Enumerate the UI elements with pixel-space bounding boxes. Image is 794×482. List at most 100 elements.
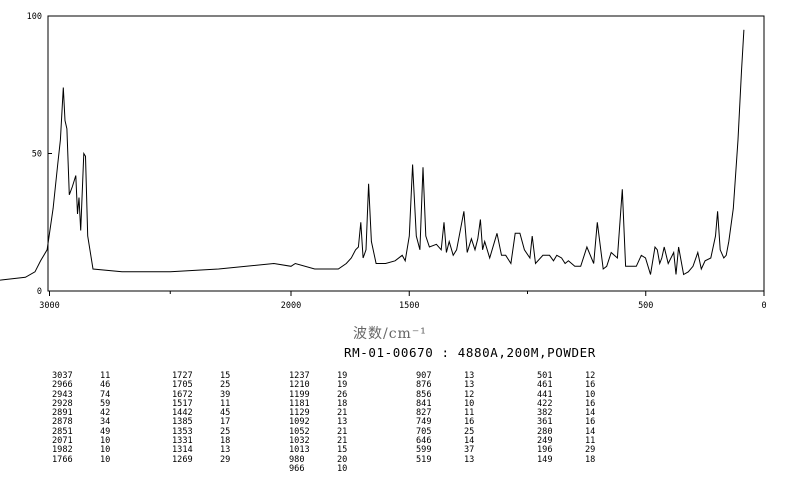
peak-row: 149 18: [537, 454, 596, 465]
peak-row: 1052 21: [289, 427, 347, 437]
peak-wavenumber: 1269: [172, 454, 193, 465]
peak-table-column: 907 13 876 13 856 12 841 10 827 11 749 16 705 25 646 14…: [416, 371, 475, 465]
peak-table-column: 1727 15 1705 25 1672 39 1517 11 1442 45 1385 17 1353…: [172, 371, 231, 465]
peak-wavenumber: 441: [537, 389, 553, 400]
peak-intensity: 10: [100, 454, 111, 465]
peak-wavenumber: 907: [416, 371, 432, 381]
peak-wavenumber: 646: [416, 436, 432, 447]
peak-intensity: 10: [337, 463, 348, 474]
peak-row: 361 16: [537, 418, 595, 428]
peak-row: 1181 18: [289, 399, 347, 409]
peak-row: 1442 45: [172, 408, 231, 419]
peak-intensity: 14: [585, 408, 596, 419]
peak-intensity: 21: [337, 408, 348, 419]
peak-row: 2966 46: [52, 380, 111, 391]
peak-wavenumber: 501: [537, 371, 553, 381]
peak-row: 1727 15: [172, 371, 230, 381]
peak-intensity: 13: [337, 417, 348, 428]
peak-row: 2928 59: [52, 398, 111, 409]
peak-wavenumber: 1331: [172, 436, 193, 447]
peak-row: 646 14: [416, 436, 475, 447]
peak-intensity: 17: [220, 417, 231, 428]
peak-wavenumber: 382: [537, 408, 553, 419]
peak-row: 827 11: [416, 408, 475, 419]
peak-wavenumber: 1766: [52, 454, 73, 465]
peak-row: 856 12: [416, 390, 474, 400]
peak-wavenumber: 149: [537, 454, 553, 465]
spectrum-line: [0, 29, 745, 281]
peak-row: 2878 34: [52, 417, 110, 428]
peak-intensity: 74: [100, 389, 111, 400]
peak-intensity: 12: [585, 371, 596, 381]
peak-row: 2891 42: [52, 408, 110, 419]
peak-wavenumber: 1982: [52, 445, 73, 456]
peak-intensity: 13: [464, 454, 475, 465]
peak-intensity: 19: [337, 380, 348, 391]
peak-row: 1032 21: [289, 436, 348, 447]
peak-wavenumber: 3037: [52, 371, 73, 381]
peak-row: 2071 10: [52, 436, 110, 447]
peak-wavenumber: 827: [416, 408, 432, 419]
peak-intensity: 14: [464, 436, 475, 447]
peak-wavenumber: 422: [537, 398, 553, 409]
peak-intensity: 10: [100, 445, 111, 456]
plot-frame: [47, 15, 765, 292]
peak-row: 1331 18: [172, 436, 231, 447]
peak-row: 1013 15: [289, 446, 347, 456]
peak-intensity: 16: [585, 380, 596, 391]
peak-row: 1129 21: [289, 408, 348, 419]
peak-wavenumber: 461: [537, 380, 553, 391]
peak-wavenumber: 2071: [52, 436, 73, 447]
peak-row: 1210 19: [289, 380, 348, 391]
peak-intensity: 14: [585, 426, 596, 437]
peak-row: 1199 26: [289, 390, 347, 400]
peak-intensity: 39: [220, 389, 231, 400]
peak-wavenumber: 1727: [172, 371, 193, 381]
peak-intensity: 45: [220, 408, 231, 419]
x-tick-label: 500: [638, 301, 653, 311]
peak-wavenumber: 249: [537, 436, 553, 447]
peak-intensity: 59: [100, 398, 111, 409]
peak-wavenumber: 966: [289, 463, 305, 474]
peak-wavenumber: 1353: [172, 426, 193, 437]
peak-row: 3037 11: [52, 371, 110, 381]
peak-wavenumber: 196: [537, 445, 553, 456]
peak-intensity: 25: [220, 426, 231, 437]
peak-wavenumber: 1442: [172, 408, 193, 419]
peak-wavenumber: 1092: [289, 417, 310, 428]
peak-intensity: 37: [464, 445, 475, 456]
peak-intensity: 13: [464, 380, 475, 391]
peak-intensity: 21: [337, 436, 348, 447]
peak-row: 1237 19: [289, 371, 347, 381]
peak-intensity: 46: [100, 380, 111, 391]
peak-row: 2851 49: [52, 426, 110, 437]
peak-table-column: 1237 19 1210 19 1199 26 1181 18 1129 21 1092 13 1052…: [289, 371, 348, 474]
peak-row: 1353 25: [172, 426, 231, 437]
peak-intensity: 10: [585, 389, 596, 400]
peak-row: 966 10: [289, 463, 348, 474]
peak-wavenumber: 2851: [52, 426, 73, 437]
x-axis-label: 波数/cm⁻¹: [353, 326, 427, 342]
peak-wavenumber: 2891: [52, 408, 73, 419]
peak-wavenumber: 280: [537, 426, 553, 437]
peak-row: 876 13: [416, 380, 475, 391]
peak-intensity: 18: [585, 454, 596, 465]
peak-wavenumber: 841: [416, 398, 432, 409]
peak-intensity: 18: [220, 436, 231, 447]
peak-intensity: 16: [464, 417, 475, 428]
peak-intensity: 29: [585, 445, 596, 456]
peak-wavenumber: 2878: [52, 417, 73, 428]
peak-wavenumber: 2943: [52, 389, 73, 400]
peak-row: 422 16: [537, 398, 595, 409]
y-tick-label: 100: [27, 12, 42, 22]
peak-wavenumber: 980: [289, 454, 305, 465]
peak-intensity: 25: [464, 426, 475, 437]
peak-row: 249 11: [537, 436, 596, 447]
peak-wavenumber: 876: [416, 380, 432, 391]
peak-wavenumber: 2966: [52, 380, 73, 391]
peak-wavenumber: 1237: [289, 371, 310, 381]
peak-intensity: 11: [585, 436, 596, 447]
peak-row: 196 29: [537, 445, 596, 456]
peak-intensity: 11: [464, 408, 475, 419]
